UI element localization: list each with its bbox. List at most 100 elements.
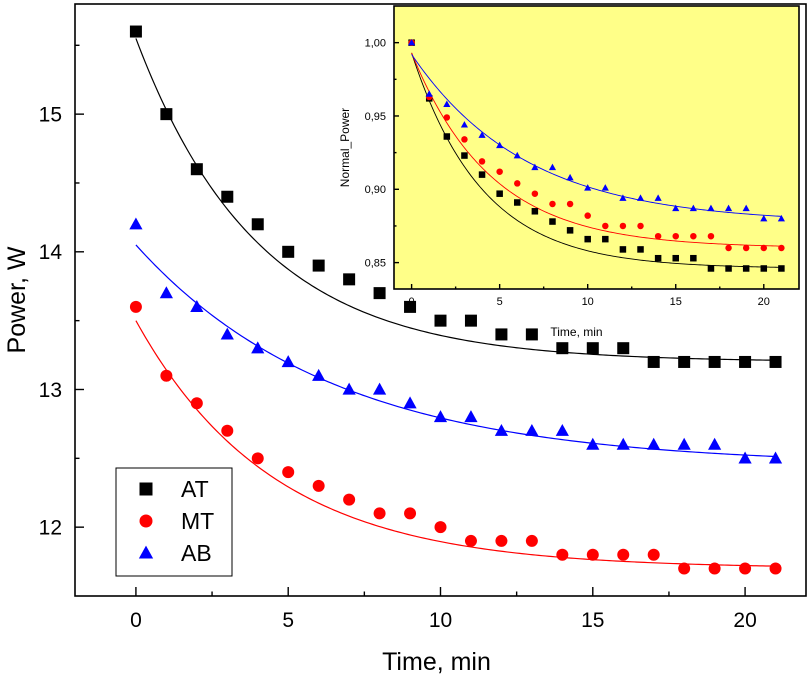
point-mt [647, 548, 660, 561]
inset-point-at [566, 227, 574, 234]
legend-marker-at [139, 482, 153, 496]
inset-x-tick-label: 10 [582, 296, 594, 308]
x-tick-label: 15 [581, 609, 604, 632]
inset-point-at [549, 218, 556, 225]
y-tick-label: 13 [39, 379, 62, 402]
inset-point-ab [443, 100, 451, 108]
point-at [160, 108, 173, 121]
inset-point-ab [689, 204, 697, 212]
point-ab [403, 396, 417, 409]
point-ab [281, 355, 295, 368]
point-at [586, 342, 599, 355]
inset-point-at [778, 265, 785, 272]
inset-point-mt [602, 222, 609, 230]
inset-point-ab [619, 194, 627, 201]
point-at [769, 355, 782, 368]
inset-point-ab [513, 151, 521, 159]
point-mt [708, 562, 721, 575]
inset-point-mt [760, 244, 768, 252]
point-at [282, 245, 295, 258]
inset-point-mt [707, 232, 715, 240]
point-ab [738, 451, 752, 464]
fit-curve-ab [135, 244, 776, 458]
point-at [373, 287, 386, 300]
legend-label-ab: AB [181, 540, 212, 566]
point-ab [129, 217, 143, 230]
point-mt [678, 562, 691, 575]
inset-point-mt [778, 244, 785, 252]
legend-box [115, 467, 233, 577]
inset-point-ab [408, 38, 416, 46]
inset-x-tick-label: 15 [670, 296, 682, 308]
point-mt [251, 452, 264, 465]
inset-point-mt [619, 222, 627, 230]
point-ab [251, 341, 265, 354]
point-mt [373, 507, 386, 520]
inset-point-at [654, 254, 662, 262]
inset-point-at [602, 235, 609, 243]
point-mt [464, 534, 477, 547]
point-at [525, 328, 538, 341]
y-axis-title: Power, W [3, 246, 31, 353]
inset-point-ab [425, 90, 433, 97]
inset-point-ab [478, 131, 486, 138]
inset-point-mt [531, 190, 539, 197]
point-at [404, 300, 417, 313]
point-mt [617, 548, 630, 561]
point-at [190, 163, 203, 176]
point-at [617, 342, 630, 355]
inset-point-mt [461, 136, 468, 143]
inset-point-mt [690, 232, 697, 240]
inset-point-mt [566, 200, 574, 208]
legend-marker-mt [139, 514, 153, 528]
point-mt [739, 562, 752, 575]
point-at [434, 314, 447, 327]
point-ab [312, 368, 326, 381]
fit-curve-mt [135, 320, 776, 567]
inset-point-at [478, 171, 486, 178]
inset-point-mt [549, 200, 556, 208]
inset-point-at [637, 246, 644, 253]
inset-point-at [742, 265, 750, 272]
point-ab [220, 327, 234, 340]
point-ab [708, 437, 722, 450]
x-tick-label: 20 [733, 609, 756, 632]
point-mt [495, 534, 508, 547]
inset-y-tick-label: 0,90 [365, 184, 386, 196]
inset-point-ab [531, 163, 539, 171]
inset-point-at [619, 246, 627, 253]
point-mt [129, 300, 142, 313]
inset-point-at [514, 199, 521, 206]
point-at [739, 355, 752, 368]
point-ab [586, 437, 600, 450]
inset-y-tick-label: 0,85 [365, 257, 386, 269]
inset-x-axis-title: Time, min [550, 325, 602, 339]
inset-point-ab [601, 184, 609, 191]
x-axis-title: Time, min [382, 648, 491, 676]
inset-fit-curve-at [411, 52, 782, 268]
point-mt [343, 493, 356, 506]
inset-point-ab [636, 194, 645, 201]
inset-plot-background [394, 6, 799, 289]
point-at [647, 355, 660, 368]
y-tick-label: 15 [39, 103, 62, 126]
point-at [556, 342, 569, 355]
x-tick-label: 10 [429, 609, 452, 632]
point-mt [160, 369, 173, 382]
inset-point-at [461, 152, 468, 159]
inset-point-at [584, 235, 591, 243]
point-ab [464, 410, 478, 423]
inset-point-at [707, 265, 715, 272]
inset-point-ab [654, 194, 662, 201]
inset-fit-curve-mt [411, 52, 782, 247]
point-ab [190, 300, 204, 313]
inset-point-mt [478, 158, 486, 165]
inset-point-ab [672, 204, 680, 212]
legend-label-mt: MT [181, 508, 214, 534]
inset-point-mt [654, 232, 662, 240]
point-ab [677, 437, 691, 450]
inset-fit-curve-ab [411, 54, 782, 217]
point-ab [647, 437, 661, 450]
inset-point-ab [584, 184, 592, 191]
